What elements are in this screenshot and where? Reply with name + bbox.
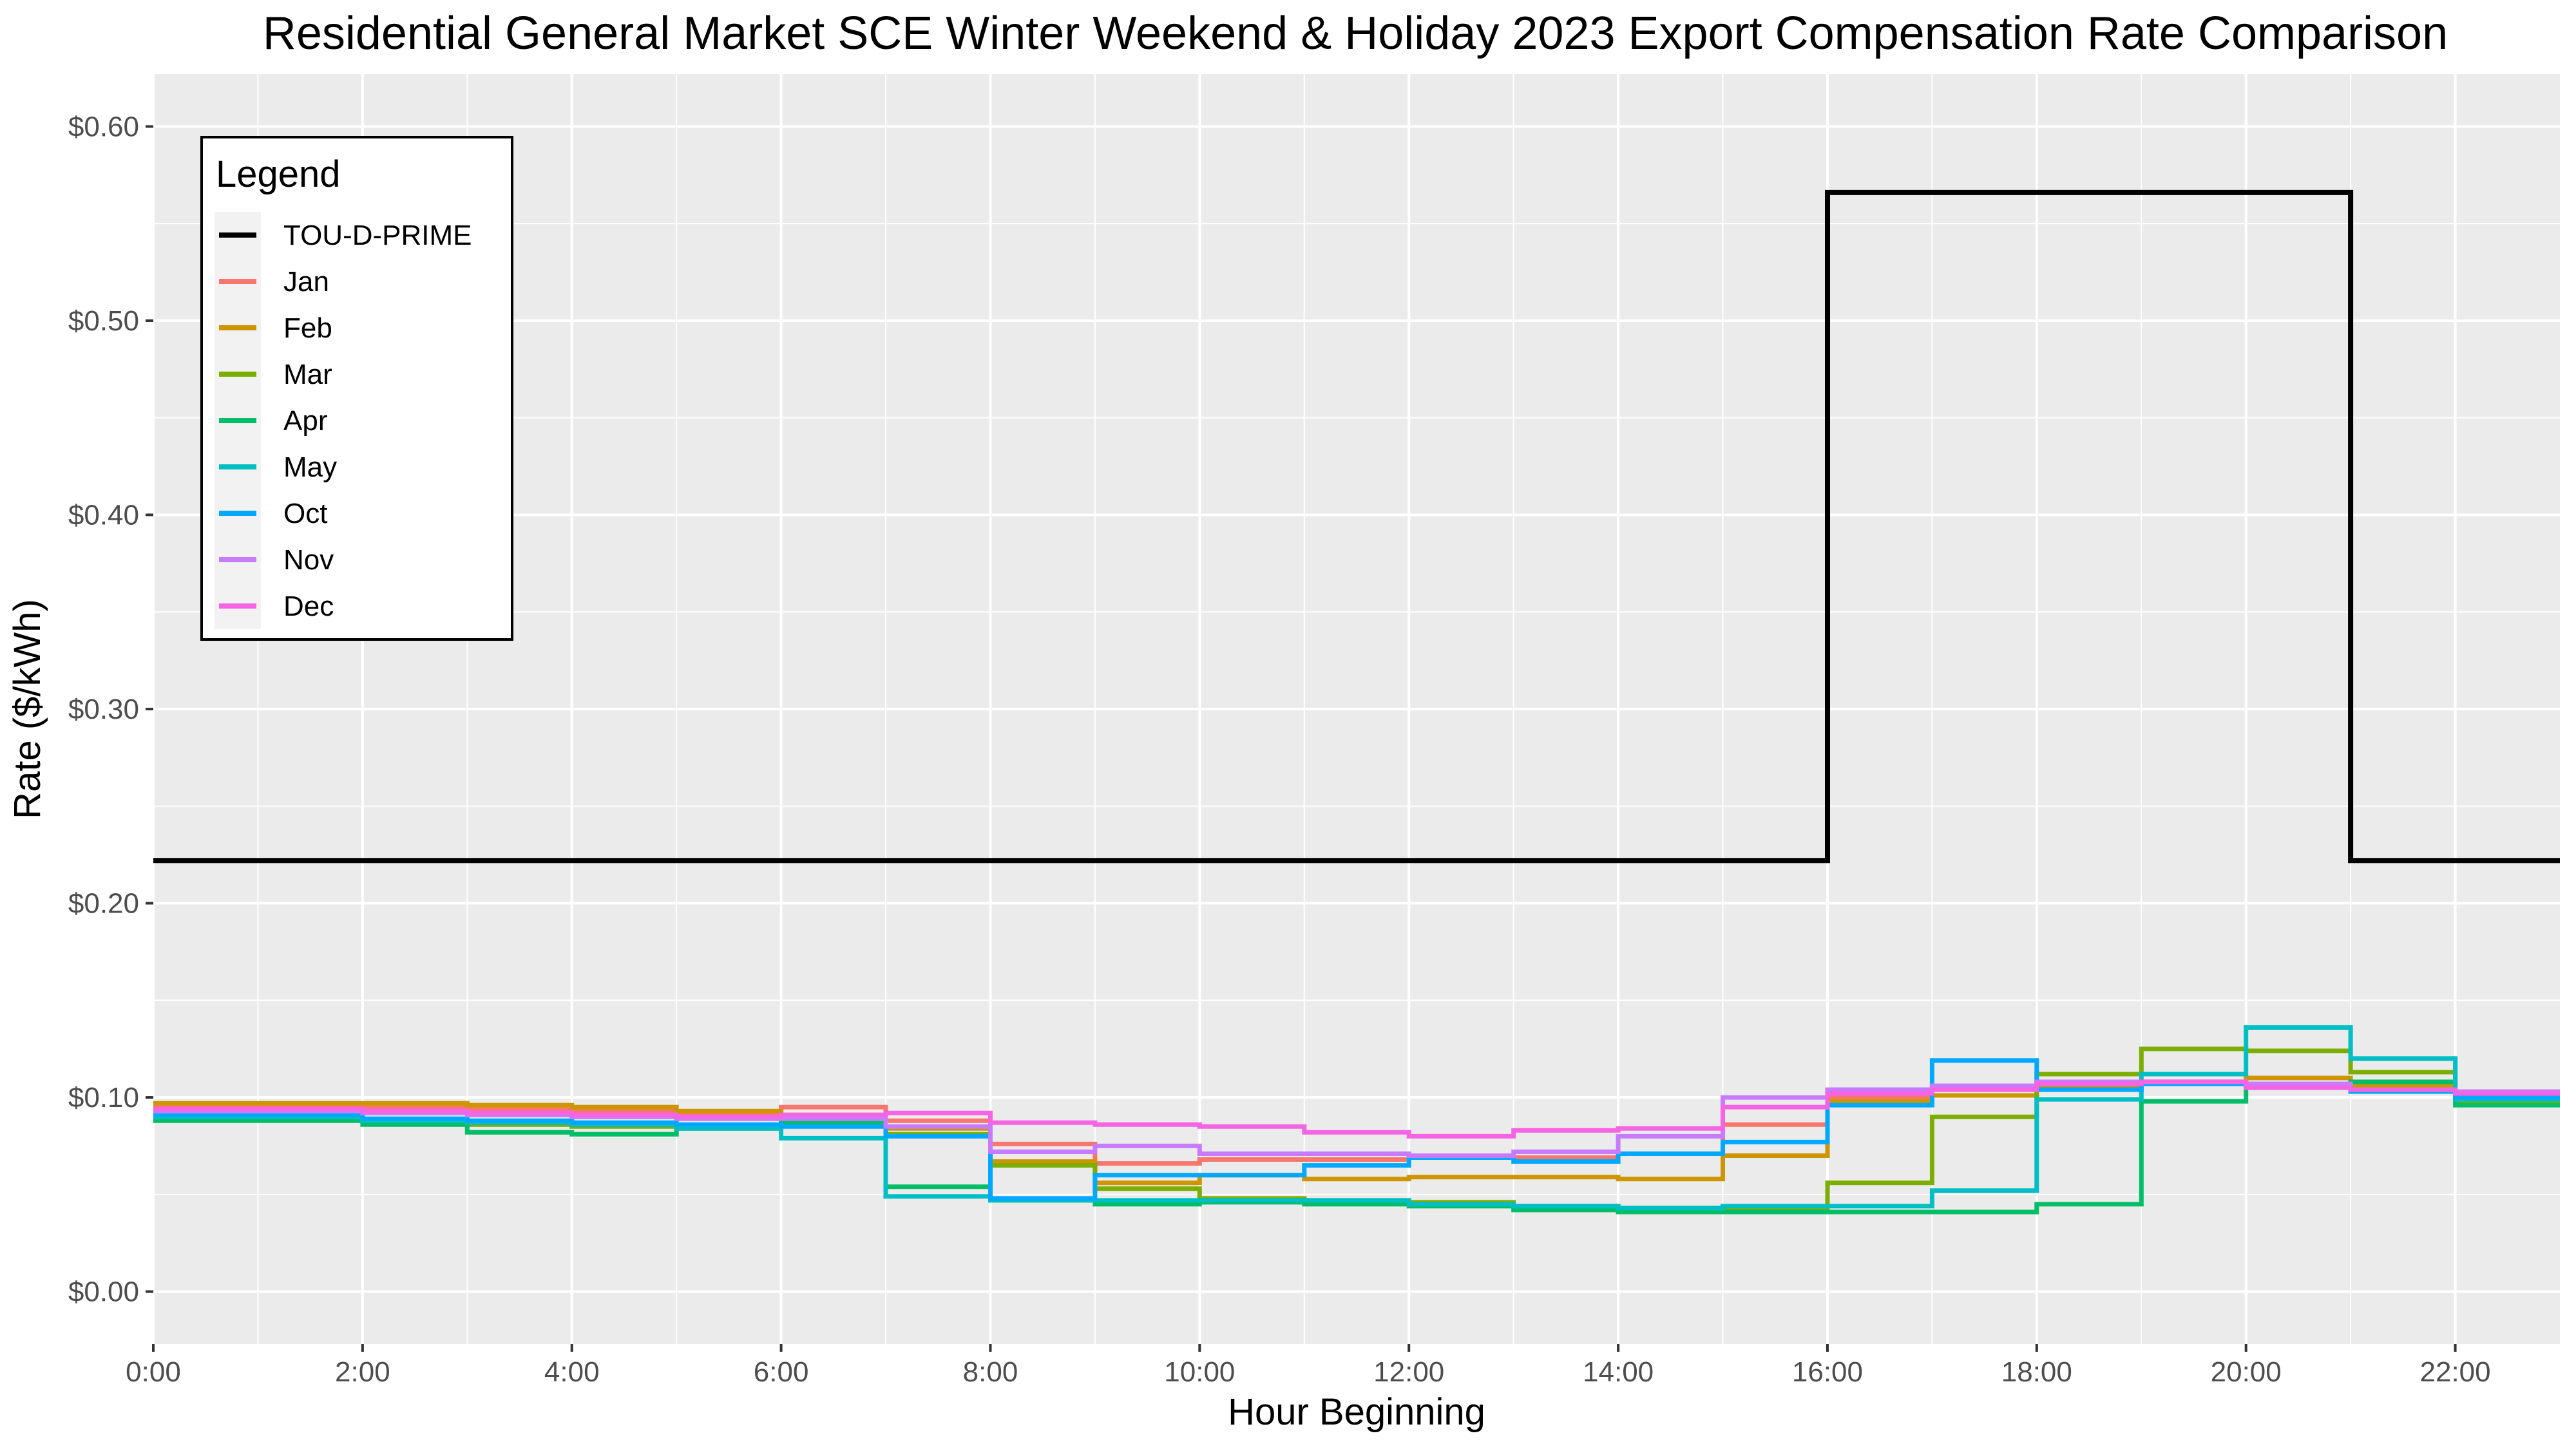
legend-label-may: May (283, 451, 337, 483)
legend-label-mar: Mar (283, 359, 332, 390)
legend-label-jan: Jan (283, 266, 329, 298)
series-line-apr (153, 1079, 2560, 1215)
legend-label-nov: Nov (283, 544, 334, 576)
x-tick-label: 6:00 (754, 1356, 809, 1388)
legend-label-dec: Dec (283, 591, 334, 622)
legend-label-feb: Feb (283, 312, 332, 344)
x-axis-title: Hour Beginning (1228, 1391, 1485, 1433)
y-axis-title: Rate ($/kWh) (6, 599, 48, 819)
legend: Legend TOU-D-PRIME Jan Feb Mar Apr May Oct Nov D… (200, 136, 513, 641)
x-tick-label: 0:00 (126, 1356, 181, 1388)
y-tick-label: $0.40 (68, 499, 139, 531)
x-tick-label: 16:00 (1792, 1356, 1863, 1388)
legend-label-apr: Apr (283, 405, 327, 437)
legend-label-oct: Oct (283, 498, 327, 529)
x-tick-label: 8:00 (963, 1356, 1018, 1388)
y-tick-label: $0.10 (68, 1082, 139, 1113)
x-tick-label: 20:00 (2211, 1356, 2282, 1388)
y-tick-label: $0.20 (68, 888, 139, 920)
series-layer (153, 189, 2560, 1215)
y-tick-label: $0.00 (68, 1276, 139, 1308)
x-tick-label: 22:00 (2420, 1356, 2491, 1388)
chart-title: Residential General Market SCE Winter We… (263, 8, 2448, 59)
x-tick-label: 12:00 (1373, 1356, 1444, 1388)
x-tick-label: 14:00 (1583, 1356, 1654, 1388)
y-tick-label: $0.60 (68, 111, 139, 142)
y-tick-label: $0.30 (68, 694, 139, 725)
series-line-dec (153, 1079, 2560, 1139)
x-tick-label: 10:00 (1164, 1356, 1235, 1388)
x-tick-label: 4:00 (544, 1356, 600, 1388)
axis-layer: 0:00 2:00 4:00 6:00 8:00 10:00 12:00 14:00 16:00… (68, 111, 2491, 1388)
y-tick-label: $0.50 (68, 305, 139, 337)
legend-title: Legend (216, 153, 341, 195)
x-tick-label: 18:00 (2001, 1356, 2072, 1388)
series-line-tou-d-prime (153, 189, 2560, 864)
x-tick-label: 2:00 (335, 1356, 390, 1388)
legend-label-tou-d-prime: TOU-D-PRIME (283, 220, 472, 251)
